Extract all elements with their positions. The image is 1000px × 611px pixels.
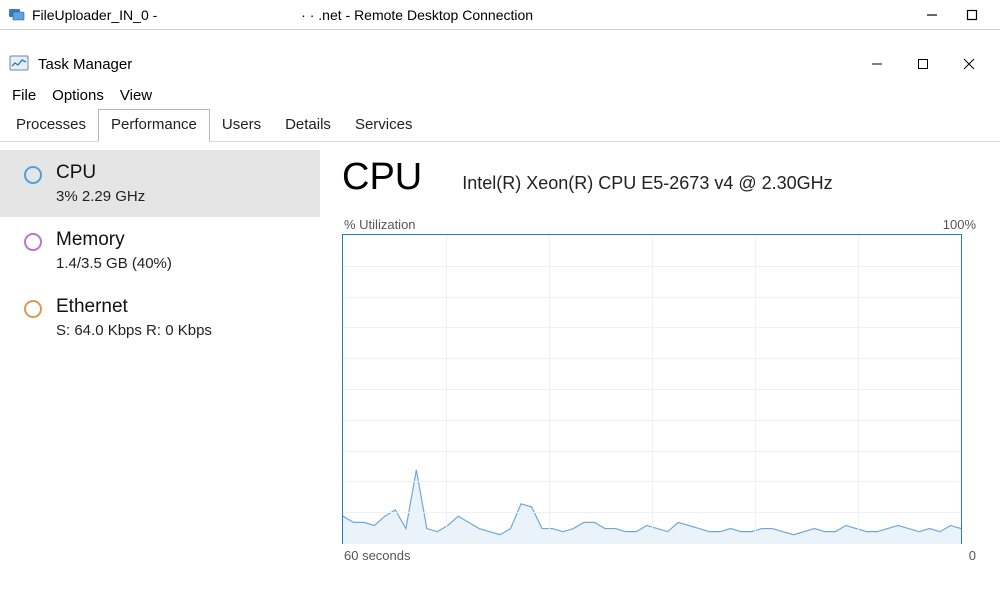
tab-bar: Processes Performance Users Details Serv… <box>0 108 1000 142</box>
sidebar-item-cpu[interactable]: CPU 3% 2.29 GHz <box>0 150 320 217</box>
main-title: CPU <box>342 156 422 199</box>
menu-file[interactable]: File <box>6 85 42 106</box>
memory-dot-icon <box>24 233 42 251</box>
close-button[interactable] <box>946 48 992 80</box>
chart-x-left: 60 seconds <box>344 548 411 563</box>
task-manager-icon <box>8 53 30 75</box>
sidebar-cpu-sub: 3% 2.29 GHz <box>56 188 145 205</box>
performance-sidebar: CPU 3% 2.29 GHz Memory 1.4/3.5 GB (40%) … <box>0 142 320 611</box>
task-manager-titlebar: Task Manager <box>0 46 1000 82</box>
rdp-title-mid: · · .net - Remote Desktop Connection <box>301 7 533 23</box>
main-subtitle: Intel(R) Xeon(R) CPU E5-2673 v4 @ 2.30GH… <box>462 173 832 194</box>
maximize-button[interactable] <box>900 48 946 80</box>
sidebar-cpu-label: CPU <box>56 162 145 184</box>
sidebar-memory-sub: 1.4/3.5 GB (40%) <box>56 255 172 272</box>
rdp-icon <box>8 6 26 24</box>
sidebar-item-ethernet[interactable]: Ethernet S: 64.0 Kbps R: 0 Kbps <box>0 284 320 351</box>
sidebar-memory-label: Memory <box>56 229 172 251</box>
sidebar-item-memory[interactable]: Memory 1.4/3.5 GB (40%) <box>0 217 320 284</box>
rdp-connection-bar: FileUploader_IN_0 - · · .net - Remote De… <box>0 0 1000 30</box>
cpu-dot-icon <box>24 166 42 184</box>
rdp-minimize-button[interactable] <box>912 0 952 30</box>
chart-x-right: 0 <box>969 548 976 563</box>
tab-users[interactable]: Users <box>210 110 273 141</box>
chart-y-max: 100% <box>943 217 976 232</box>
sidebar-ethernet-sub: S: 64.0 Kbps R: 0 Kbps <box>56 322 212 339</box>
tab-details[interactable]: Details <box>273 110 343 141</box>
rdp-title-left: FileUploader_IN_0 - <box>32 7 161 23</box>
performance-main: CPU Intel(R) Xeon(R) CPU E5-2673 v4 @ 2.… <box>320 142 1000 611</box>
window-title: Task Manager <box>38 56 132 73</box>
minimize-button[interactable] <box>854 48 900 80</box>
tab-performance[interactable]: Performance <box>98 109 210 142</box>
tab-processes[interactable]: Processes <box>4 110 98 141</box>
ethernet-dot-icon <box>24 300 42 318</box>
menu-options[interactable]: Options <box>46 85 110 106</box>
menu-bar: File Options View <box>0 82 1000 108</box>
sidebar-ethernet-label: Ethernet <box>56 296 212 318</box>
chart-y-label: % Utilization <box>344 217 416 232</box>
tab-services[interactable]: Services <box>343 110 425 141</box>
cpu-utilization-chart <box>342 234 962 544</box>
rdp-maximize-button[interactable] <box>952 0 992 30</box>
menu-view[interactable]: View <box>114 85 158 106</box>
